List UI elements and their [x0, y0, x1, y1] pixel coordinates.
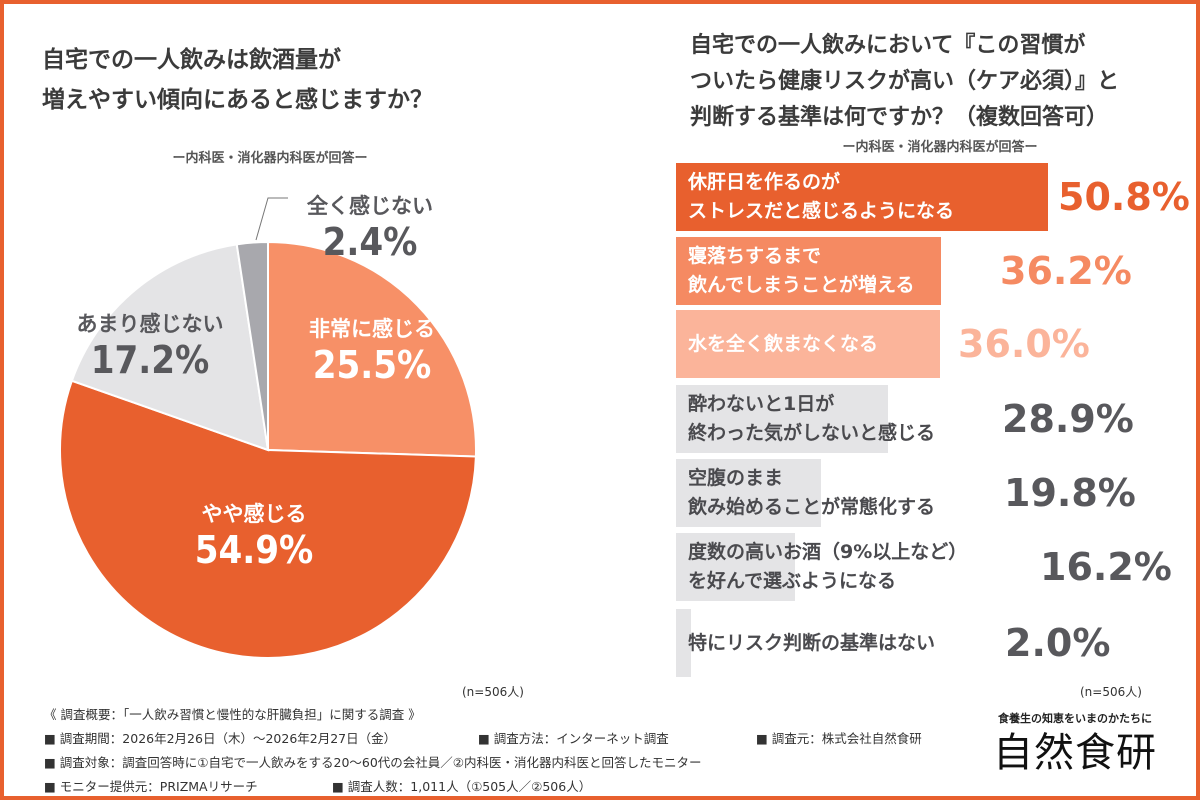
bar-label-line: 休肝日を作るのが — [688, 171, 841, 193]
pie-slice-0 — [267, 240, 477, 458]
right-n-note: (n=506人) — [1080, 685, 1142, 699]
bar-value: 28.9% — [1002, 397, 1134, 441]
pie-slice-1 — [59, 379, 477, 659]
footer-target: ■ 調査対象：調査回答時に①自宅で一人飲みをする20～60代の会社員／②内科医・… — [44, 755, 702, 770]
bar-label: 酔わないと1日が終わった気がしないと感じる — [688, 390, 935, 448]
bar — [676, 237, 941, 305]
left-title-line: 増えやすい傾向にあると感じますか？ — [42, 87, 433, 113]
bar — [676, 310, 940, 378]
bar-value: 19.8% — [1004, 471, 1136, 515]
bar-label: 水を全く飲まなくなる — [688, 330, 878, 359]
pie-label: 全く感じない 2.4% — [280, 192, 460, 264]
bar-label: 休肝日を作るのがストレスだと感じるようになる — [688, 168, 954, 226]
survey-overview: 《 調査概要：「一人飲み習慣と慢性的な肝臓負担」に関する調査 》 — [44, 707, 421, 722]
bar-label-line: 水を全く飲まなくなる — [688, 332, 879, 355]
footer-period: ■ 調査期間：2026年2月26日（木）～2026年2月27日（金） — [44, 731, 397, 746]
brand-logo: 食養生の知恵をいまのかたちに 自然食研 — [990, 710, 1160, 780]
bar-label-line: 飲み始めることが常態化する — [688, 496, 936, 518]
right-title-line: 判断する基準は何ですか？（複数回答可） — [690, 105, 1109, 130]
bar-label: 度数の高いお酒（9%以上など） を好んで選ぶようになる — [688, 538, 967, 596]
bar — [676, 385, 888, 453]
right-title-line: 自宅での一人飲みにおいて『この習慣が — [690, 33, 1086, 58]
pie-label-text: 全く感じない — [307, 194, 433, 218]
pie-label: 非常に感じる 25.5% — [282, 315, 462, 387]
pie-chart — [59, 197, 477, 659]
left-title: 自宅での一人飲みは飲酒量が 増えやすい傾向にあると感じますか？ — [42, 40, 433, 120]
bar-value: 2.0% — [1005, 621, 1111, 665]
bar-value: 36.2% — [1000, 249, 1132, 293]
bar-value: 50.8% — [1058, 175, 1190, 219]
bar — [676, 163, 1048, 231]
right-title: 自宅での一人飲みにおいて『この習慣が ついたら健康リスクが高い（ケア必須）』と … — [690, 28, 1119, 136]
pie-slice-2 — [70, 243, 270, 452]
pie-label-text: やや感じる — [201, 502, 307, 526]
footer-method: ■ 調査方法：インターネット調査 — [478, 731, 669, 746]
left-subtitle: ー内科医・消化器内科医が回答ー — [172, 151, 368, 166]
bar — [676, 459, 821, 527]
bar-label-line: 空腹のまま — [688, 467, 784, 489]
logo-tagline: 食養生の知恵をいまのかたちに — [998, 712, 1152, 725]
bar-label-line: 寝落ちするまで — [688, 245, 822, 267]
bar-label-line: 終わった気がしないと感じる — [688, 422, 936, 444]
bar-label: 特にリスク判断の基準はない — [688, 629, 935, 658]
bar-label-line: 酔わないと1日が — [688, 393, 835, 415]
bar-label-line: 飲んでしまうことが増える — [688, 274, 915, 296]
bar-label-line: 特にリスク判断の基準はない — [688, 631, 936, 654]
footer-provider: ■ モニター提供元：PRIZMAリサーチ — [44, 779, 258, 794]
pie-label-text: あまり感じない — [76, 312, 224, 336]
pie-label-text: 非常に感じる — [309, 317, 435, 341]
bar-value: 16.2% — [1040, 545, 1172, 589]
right-subtitle: ー内科医・消化器内科医が回答ー — [842, 140, 1038, 155]
pie-value: 25.5% — [312, 343, 432, 387]
pie-slice-3 — [235, 240, 269, 451]
bar-label-line: ストレスだと感じるようになる — [688, 200, 955, 222]
bar-label: 空腹のまま飲み始めることが常態化する — [688, 464, 935, 522]
pie-value: 2.4% — [322, 220, 418, 264]
footer-count: ■ 調査人数：1,011人（①505人／②506人） — [332, 779, 592, 794]
pie-label: あまり感じない 17.2% — [60, 310, 240, 382]
footer-source: ■ 調査元：株式会社自然食研 — [756, 731, 922, 746]
left-n-note: (n=506人) — [462, 685, 524, 699]
bar-value: 36.0% — [958, 322, 1090, 366]
bar-label-line: を好んで選ぶようになる — [688, 570, 897, 592]
left-title-line: 自宅での一人飲みは飲酒量が — [42, 47, 341, 73]
bar — [676, 609, 691, 677]
logo-name: 自然食研 — [993, 730, 1157, 776]
pie-label: やや感じる 54.9% — [164, 500, 344, 572]
pie-value: 17.2% — [90, 338, 210, 382]
leader-line — [255, 197, 288, 241]
bar-label-line: 度数の高いお酒（9%以上など） — [688, 541, 968, 563]
bar-label: 寝落ちするまで飲んでしまうことが増える — [688, 242, 914, 300]
bar — [676, 533, 795, 601]
pie-value: 54.9% — [194, 528, 314, 572]
right-title-line: ついたら健康リスクが高い（ケア必須）』と — [690, 69, 1120, 94]
